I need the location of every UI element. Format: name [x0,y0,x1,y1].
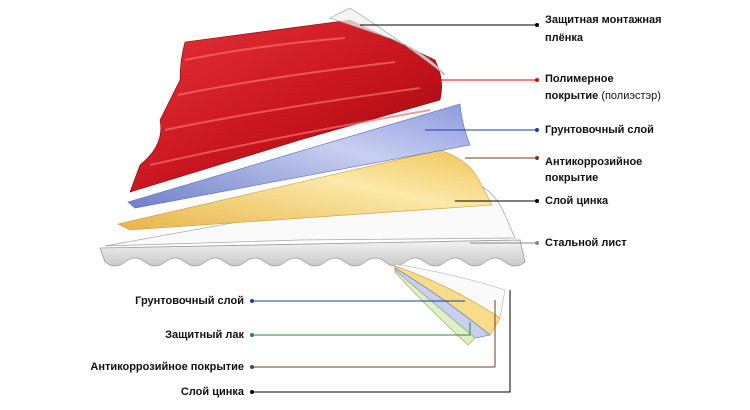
roof-illustration [99,7,526,346]
label: Стальной лист [545,237,627,249]
dots [250,23,539,394]
label: Защитная монтажная [545,14,662,26]
leader-line [252,322,471,336]
dot [535,199,539,203]
steel-layer [99,239,526,267]
film-layer [329,7,446,76]
right-labels: Защитная монтажная плёнка Полимерное пок… [545,14,662,249]
dot [535,128,539,132]
polymer-layer [129,19,442,193]
dot [250,365,254,369]
label: Грунтовочный слой [545,124,654,136]
leader-line [252,290,511,393]
label: Антикоррозийное [545,156,642,168]
dot [535,156,539,160]
dot [535,241,539,245]
label: Грунтовочный слой [135,295,244,307]
dot [535,78,539,82]
label: Полимерное [545,73,614,85]
label: Слой цинка [545,195,609,207]
label-note: (полиэстэр) [601,90,661,102]
lower-varnish [394,269,476,346]
label-part: покрытие [545,90,598,102]
label: Антикоррозийное покрытие [90,361,244,373]
dot [535,23,539,27]
label: покрытие (полиэстэр) [545,90,661,102]
left-labels: Грунтовочный слой Защитный лак Антикорро… [90,295,244,398]
anticorrosion-layer [117,149,493,231]
dot [250,333,254,337]
leader-line [252,300,496,368]
dot [250,299,254,303]
label: плёнка [545,32,584,44]
label: Слой цинка [181,386,245,398]
primer-layer [127,103,471,209]
corrugation [149,37,431,166]
label: Защитный лак [165,329,244,341]
leaders [252,24,537,393]
label: покрытие [545,172,598,184]
dot [250,390,254,394]
